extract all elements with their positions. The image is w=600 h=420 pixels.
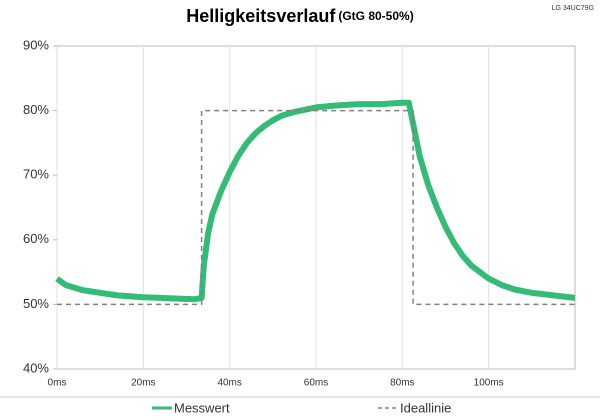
x-tick-label: 100ms xyxy=(474,378,504,389)
legend-label: Ideallinie xyxy=(400,400,451,415)
chart-subtitle: (GtG 80-50%) xyxy=(338,9,413,23)
y-tick-label: 90% xyxy=(23,37,49,52)
x-tick-label: 0ms xyxy=(48,378,67,389)
x-tick-label: 20ms xyxy=(131,378,155,389)
series-line xyxy=(57,109,575,306)
y-tick-label: 80% xyxy=(23,102,49,117)
chart-heading: Helligkeitsverlauf (GtG 80-50%) xyxy=(186,6,413,26)
x-tick-label: 60ms xyxy=(304,378,328,389)
chart-title: Helligkeitsverlauf xyxy=(186,6,336,26)
y-tick-label: 40% xyxy=(23,360,49,375)
y-tick-label: 70% xyxy=(23,167,49,182)
y-tick-label: 60% xyxy=(23,231,49,246)
x-tick-label: 40ms xyxy=(217,378,241,389)
series-line xyxy=(55,99,576,303)
model-annotation: LG 34UC79G xyxy=(552,5,594,12)
x-tick-label: 80ms xyxy=(390,378,414,389)
y-tick-label: 50% xyxy=(23,296,49,311)
legend-label: Messwert xyxy=(174,400,230,415)
